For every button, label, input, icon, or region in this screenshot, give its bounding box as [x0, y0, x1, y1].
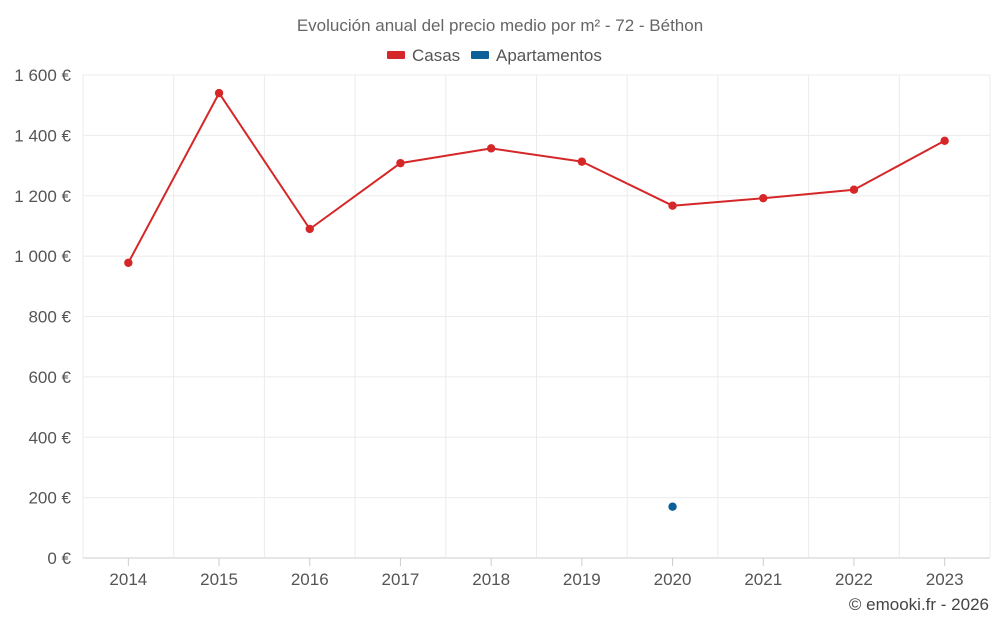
series [124, 88, 949, 511]
x-tick-label: 2015 [200, 570, 238, 589]
legend-item-apartamentos[interactable]: Apartamentos [471, 46, 602, 65]
y-tick-label: 600 € [28, 368, 71, 387]
series-line-casas [127, 92, 946, 264]
y-tick-label: 200 € [28, 489, 71, 508]
x-tick-label: 2016 [291, 570, 329, 589]
x-tick-label: 2021 [744, 570, 782, 589]
x-tick-label: 2014 [109, 570, 147, 589]
data-point-casas[interactable] [577, 157, 587, 166]
y-tick-label: 1 400 € [14, 126, 71, 145]
x-tick-label: 2022 [835, 570, 873, 589]
data-point-apartamentos[interactable] [668, 502, 677, 511]
x-tick-label: 2019 [563, 570, 601, 589]
grid [82, 74, 991, 559]
y-tick-label: 0 € [47, 549, 71, 568]
data-point-casas[interactable] [214, 88, 224, 98]
chart-title: Evolución anual del precio medio por m² … [297, 16, 703, 35]
axes: 0 € 200 € 400 € 600 € 800 € 1 000 € 1 200 € 1 4… [14, 66, 963, 589]
y-tick-label: 400 € [28, 428, 71, 447]
y-tick-label: 1 600 € [14, 66, 71, 85]
data-point-casas[interactable] [668, 201, 677, 210]
legend-label-apartamentos: Apartamentos [496, 46, 602, 65]
legend: Casas Apartamentos [387, 46, 602, 65]
data-point-casas[interactable] [940, 136, 949, 146]
y-tick-label: 1 200 € [14, 187, 71, 206]
x-tick-label: 2020 [654, 570, 692, 589]
credit-text: © emooki.fr - 2026 [849, 595, 989, 614]
x-tick-label: 2023 [926, 570, 964, 589]
data-point-casas[interactable] [305, 224, 314, 234]
y-tick-label: 1 000 € [14, 247, 71, 266]
data-point-casas[interactable] [759, 193, 768, 203]
legend-item-casas[interactable]: Casas [387, 46, 460, 65]
legend-swatch-apartamentos [471, 51, 489, 59]
data-point-casas[interactable] [396, 158, 405, 168]
x-tick-label: 2017 [382, 570, 420, 589]
legend-label-casas: Casas [412, 46, 460, 65]
data-point-casas[interactable] [124, 258, 133, 267]
data-point-casas[interactable] [849, 185, 859, 194]
legend-swatch-casas [387, 51, 405, 59]
x-tick-label: 2018 [472, 570, 510, 589]
data-point-casas[interactable] [486, 144, 496, 153]
y-tick-label: 800 € [28, 308, 71, 327]
